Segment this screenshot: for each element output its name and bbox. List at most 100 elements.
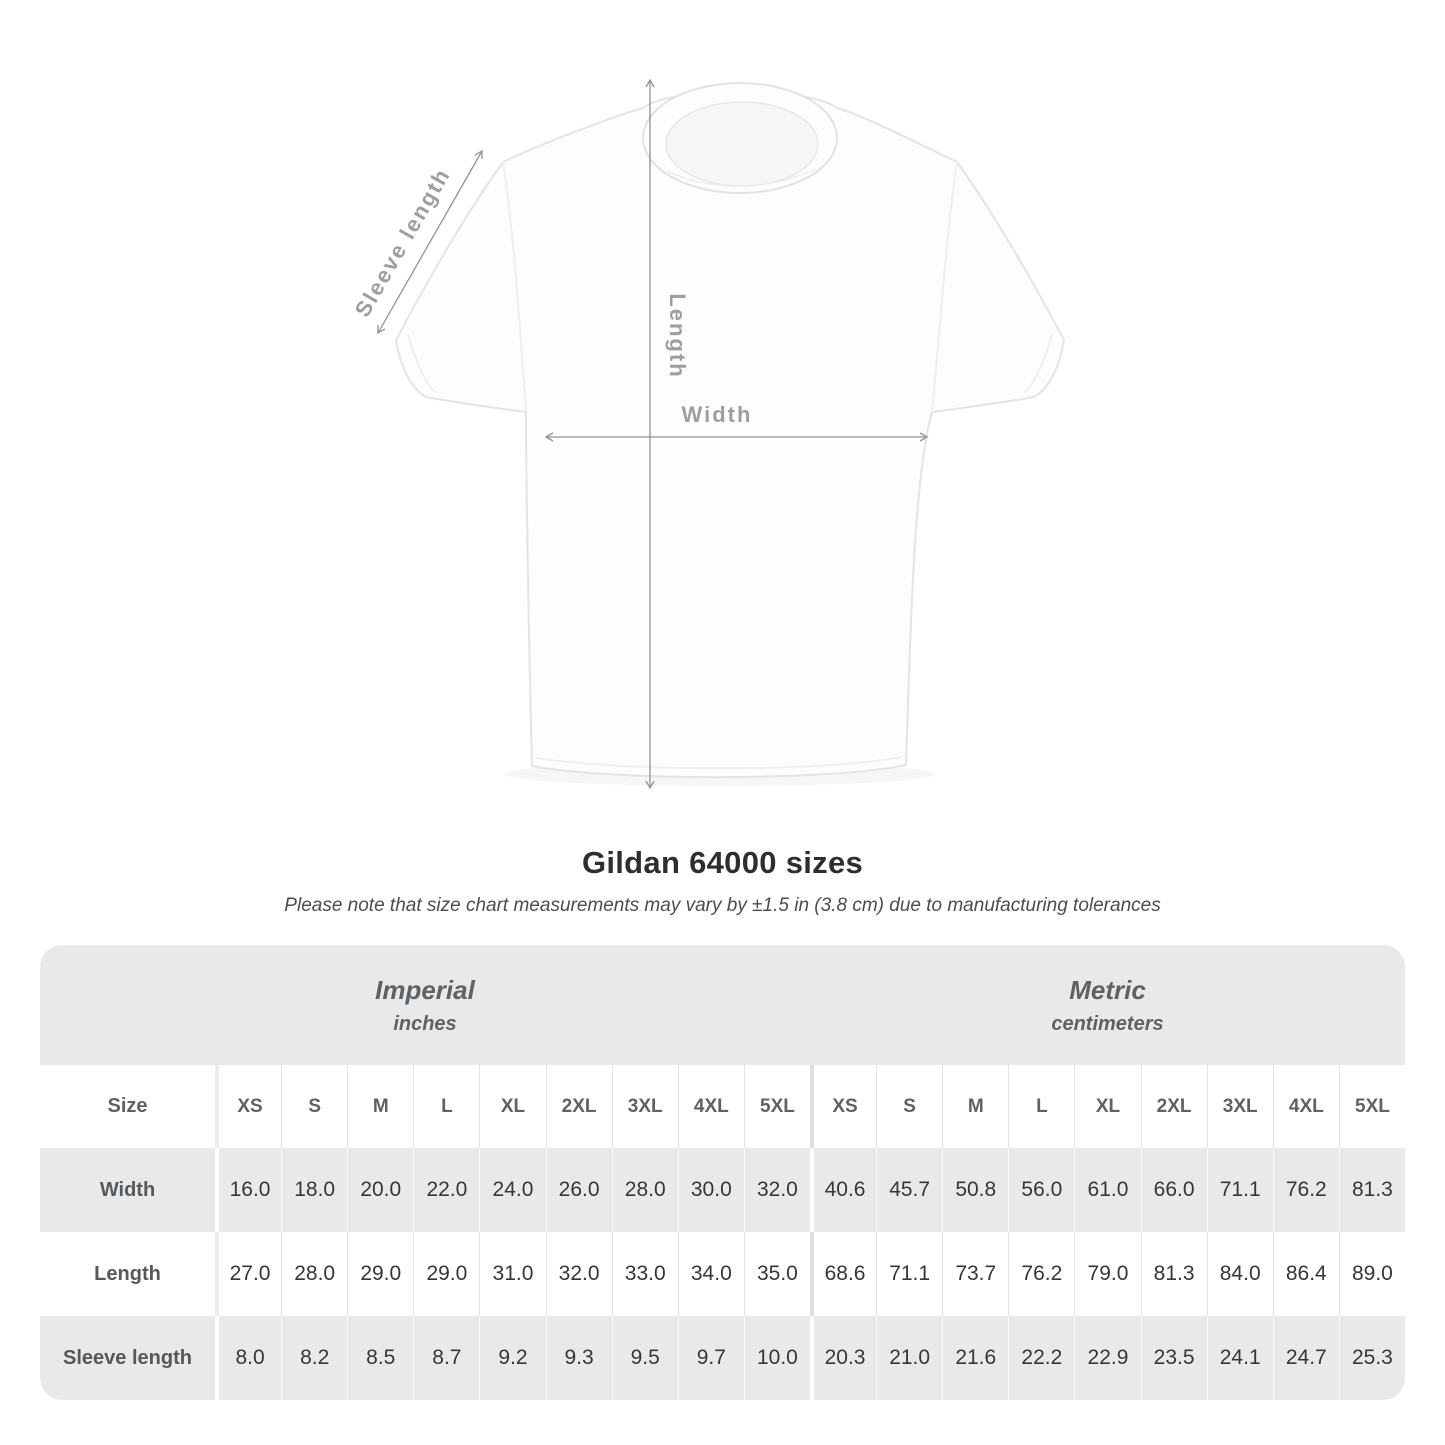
size-column-label: Size [40, 1065, 215, 1148]
width-metric-xl: 61.0 [1074, 1148, 1141, 1232]
size-header-imperial-2xl: 2XL [545, 1065, 612, 1148]
sleeve-length-imperial-l: 8.7 [413, 1316, 480, 1400]
sleeve-length-metric-2xl: 23.5 [1140, 1316, 1207, 1400]
length-imperial-2xl: 32.0 [545, 1232, 612, 1316]
length-imperial-4xl: 34.0 [677, 1232, 744, 1316]
length-label: Length [665, 293, 690, 378]
width-imperial-s: 18.0 [281, 1148, 348, 1232]
width-imperial-m: 20.0 [347, 1148, 414, 1232]
size-header-metric-m: M [942, 1065, 1009, 1148]
unit-group-row: Imperial inches Metric centimeters [40, 945, 1405, 1065]
length-imperial-3xl: 33.0 [611, 1232, 678, 1316]
sleeve-length-arrow [377, 149, 483, 335]
length-metric-2xl: 81.3 [1140, 1232, 1207, 1316]
length-imperial-xl: 31.0 [479, 1232, 546, 1316]
metric-unit-label: centimeters [1051, 1012, 1164, 1035]
size-header-imperial-s: S [281, 1065, 348, 1148]
size-header-metric-xl: XL [1074, 1065, 1141, 1148]
length-imperial-s: 28.0 [281, 1232, 348, 1316]
width-metric-m: 50.8 [942, 1148, 1009, 1232]
width-metric-4xl: 76.2 [1272, 1148, 1339, 1232]
size-header-imperial-5xl: 5XL [743, 1065, 810, 1148]
measurement-row-sleeve-length: Sleeve length 8.0 8.2 8.5 8.7 9.2 9.3 9.5 9.7 10.… [40, 1316, 1405, 1400]
sleeve-length-metric-4xl: 24.7 [1272, 1316, 1339, 1400]
width-imperial-3xl: 28.0 [611, 1148, 678, 1232]
length-metric-xs: 68.6 [809, 1232, 877, 1316]
sleeve-length-imperial-xl: 9.2 [479, 1316, 546, 1400]
sleeve-length-imperial-3xl: 9.5 [611, 1316, 678, 1400]
tolerance-note: Please note that size chart measurements… [284, 895, 1161, 916]
sleeve-length-imperial-4xl: 9.7 [677, 1316, 744, 1400]
size-header-metric-xs: XS [809, 1065, 877, 1148]
length-imperial-5xl: 35.0 [743, 1232, 810, 1316]
sleeve-length-metric-5xl: 25.3 [1338, 1316, 1405, 1400]
length-metric-m: 73.7 [942, 1232, 1009, 1316]
left-sleeve-hem [407, 333, 437, 394]
size-table-container: Imperial inches Metric centimeters Size … [40, 945, 1405, 1400]
sleeve-length-metric-m: 21.6 [942, 1316, 1009, 1400]
width-metric-2xl: 66.0 [1140, 1148, 1207, 1232]
sleeve-length-metric-s: 21.0 [876, 1316, 943, 1400]
width-imperial-2xl: 26.0 [545, 1148, 612, 1232]
sleeve-length-imperial-s: 8.2 [281, 1316, 348, 1400]
sleeve-length-metric-xl: 22.9 [1074, 1316, 1141, 1400]
tshirt-diagram: Width Length Sleeve length [330, 50, 1110, 820]
sleeve-length-imperial-m: 8.5 [347, 1316, 414, 1400]
size-header-metric-2xl: 2XL [1140, 1065, 1207, 1148]
width-imperial-l: 22.0 [413, 1148, 480, 1232]
measurement-row-length: Length 27.0 28.0 29.0 29.0 31.0 32.0 33.0 34.0 35… [40, 1232, 1405, 1316]
left-armhole-seam [502, 161, 527, 411]
size-header-imperial-xs: XS [215, 1065, 282, 1148]
imperial-group-header: Imperial inches [40, 945, 810, 1065]
width-imperial-5xl: 32.0 [743, 1148, 810, 1232]
right-sleeve-hem [1023, 333, 1053, 394]
sleeve-length-imperial-5xl: 10.0 [743, 1316, 810, 1400]
sleeve-length-imperial-2xl: 9.3 [545, 1316, 612, 1400]
width-metric-5xl: 81.3 [1338, 1148, 1405, 1232]
size-header-imperial-4xl: 4XL [677, 1065, 744, 1148]
size-header-row: Size XS S M L XL 2XL 3XL 4XL 5XL XS S M L XL 2XL 3XL 4XL… [40, 1065, 1405, 1148]
size-header-imperial-xl: XL [479, 1065, 546, 1148]
size-header-metric-l: L [1008, 1065, 1075, 1148]
width-metric-s: 45.7 [876, 1148, 943, 1232]
width-label: Width [682, 402, 753, 427]
length-metric-l: 76.2 [1008, 1232, 1075, 1316]
right-armhole-seam [931, 161, 958, 411]
imperial-unit-label: inches [393, 1012, 457, 1035]
size-header-metric-4xl: 4XL [1272, 1065, 1339, 1148]
measurement-row-width: Width 16.0 18.0 20.0 22.0 24.0 26.0 28.0 30.0 32.… [40, 1148, 1405, 1232]
collar-opening [665, 101, 819, 187]
length-metric-5xl: 89.0 [1338, 1232, 1405, 1316]
length-imperial-l: 29.0 [413, 1232, 480, 1316]
metric-group-header: Metric centimeters [809, 945, 1405, 1065]
length-metric-xl: 79.0 [1074, 1232, 1141, 1316]
sleeve-length-metric-3xl: 24.1 [1206, 1316, 1273, 1400]
size-header-metric-5xl: 5XL [1338, 1065, 1405, 1148]
width-metric-3xl: 71.1 [1206, 1148, 1273, 1232]
sleeve-length-imperial-xs: 8.0 [215, 1316, 282, 1400]
width-imperial-xl: 24.0 [479, 1148, 546, 1232]
tshirt-image: Width Length Sleeve length [350, 78, 1066, 790]
sleeve-length-metric-l: 22.2 [1008, 1316, 1075, 1400]
imperial-label: Imperial [375, 975, 475, 1006]
row-label-sleeve-length: Sleeve length [40, 1316, 215, 1400]
size-header-metric-3xl: 3XL [1206, 1065, 1273, 1148]
width-imperial-xs: 16.0 [215, 1148, 282, 1232]
size-header-metric-s: S [876, 1065, 943, 1148]
size-header-imperial-l: L [413, 1065, 480, 1148]
width-imperial-4xl: 30.0 [677, 1148, 744, 1232]
collar-rim-seam [667, 168, 817, 188]
row-label-length: Length [40, 1232, 215, 1316]
size-header-imperial-m: M [347, 1065, 414, 1148]
width-metric-xs: 40.6 [809, 1148, 877, 1232]
width-metric-l: 56.0 [1008, 1148, 1075, 1232]
length-metric-s: 71.1 [876, 1232, 943, 1316]
length-metric-4xl: 86.4 [1272, 1232, 1339, 1316]
size-table: Imperial inches Metric centimeters Size … [40, 945, 1405, 1400]
length-imperial-m: 29.0 [347, 1232, 414, 1316]
page-title: Gildan 64000 sizes [581, 845, 864, 880]
length-imperial-xs: 27.0 [215, 1232, 282, 1316]
bottom-hem-seam [535, 756, 903, 770]
sleeve-length-metric-xs: 20.3 [809, 1316, 877, 1400]
